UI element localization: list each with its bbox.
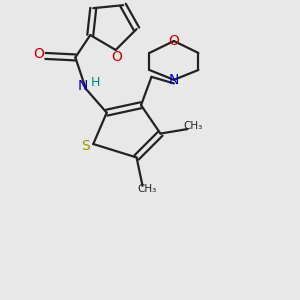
Text: N: N (78, 79, 88, 93)
Text: H: H (91, 76, 100, 89)
Text: O: O (34, 47, 44, 61)
Text: O: O (169, 34, 179, 48)
Text: S: S (81, 139, 90, 152)
Text: CH₃: CH₃ (137, 184, 157, 194)
Text: CH₃: CH₃ (183, 121, 202, 130)
Text: O: O (112, 50, 123, 64)
Text: N: N (169, 73, 179, 87)
